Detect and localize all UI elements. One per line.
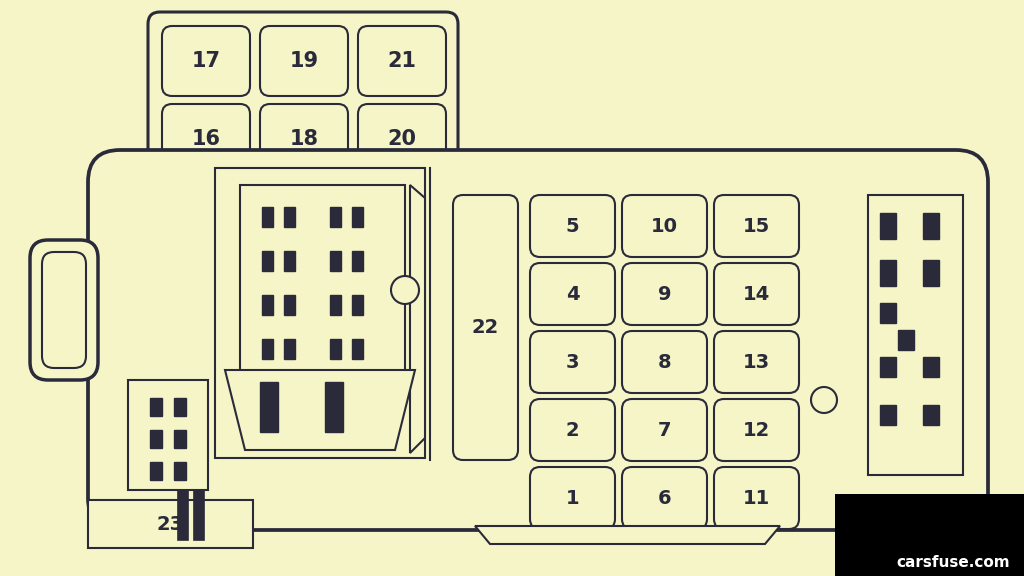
Text: 23: 23 xyxy=(157,514,184,533)
Text: 5: 5 xyxy=(565,217,580,236)
FancyBboxPatch shape xyxy=(714,195,799,257)
FancyBboxPatch shape xyxy=(622,467,707,529)
Bar xyxy=(150,430,162,448)
Polygon shape xyxy=(225,370,415,450)
Bar xyxy=(260,382,278,432)
Text: 12: 12 xyxy=(742,420,770,439)
Text: 3: 3 xyxy=(565,353,580,372)
FancyBboxPatch shape xyxy=(714,399,799,461)
FancyBboxPatch shape xyxy=(30,240,98,380)
FancyBboxPatch shape xyxy=(530,195,615,257)
Bar xyxy=(352,295,362,315)
Bar xyxy=(284,251,295,271)
Text: 22: 22 xyxy=(472,318,499,337)
Text: 17: 17 xyxy=(191,51,220,71)
FancyBboxPatch shape xyxy=(530,467,615,529)
Bar xyxy=(330,251,341,271)
Bar xyxy=(174,462,186,480)
Text: 10: 10 xyxy=(651,217,678,236)
Bar xyxy=(262,339,273,359)
Bar xyxy=(128,380,208,490)
Text: 20: 20 xyxy=(387,129,417,149)
Text: 18: 18 xyxy=(290,129,318,149)
Text: 4: 4 xyxy=(565,285,580,304)
FancyBboxPatch shape xyxy=(714,467,799,529)
Text: 13: 13 xyxy=(743,353,770,372)
Text: 14: 14 xyxy=(742,285,770,304)
Bar xyxy=(923,260,939,286)
Bar xyxy=(262,207,273,227)
FancyBboxPatch shape xyxy=(530,399,615,461)
Text: carsfuse.com: carsfuse.com xyxy=(896,555,1010,570)
Bar xyxy=(880,303,896,323)
Polygon shape xyxy=(410,185,425,453)
Bar xyxy=(174,398,186,416)
Bar xyxy=(898,330,914,350)
Bar xyxy=(330,339,341,359)
Text: 2: 2 xyxy=(565,420,580,439)
FancyBboxPatch shape xyxy=(162,26,250,96)
Bar xyxy=(215,168,425,458)
Bar xyxy=(923,357,939,377)
Circle shape xyxy=(391,276,419,304)
FancyBboxPatch shape xyxy=(260,104,348,174)
Text: 16: 16 xyxy=(191,129,220,149)
Bar xyxy=(923,213,939,239)
FancyBboxPatch shape xyxy=(260,26,348,96)
Bar xyxy=(352,339,362,359)
FancyBboxPatch shape xyxy=(358,26,446,96)
Bar xyxy=(240,185,406,385)
FancyBboxPatch shape xyxy=(714,263,799,325)
Text: 21: 21 xyxy=(387,51,417,71)
Bar xyxy=(330,295,341,315)
FancyBboxPatch shape xyxy=(453,195,518,460)
Bar xyxy=(868,195,963,475)
Bar xyxy=(880,213,896,239)
Bar xyxy=(150,462,162,480)
Bar xyxy=(352,251,362,271)
Bar xyxy=(150,398,162,416)
FancyBboxPatch shape xyxy=(530,331,615,393)
Bar xyxy=(262,251,273,271)
Bar xyxy=(194,490,204,540)
FancyBboxPatch shape xyxy=(622,399,707,461)
Bar xyxy=(880,357,896,377)
Bar xyxy=(923,405,939,425)
Text: 7: 7 xyxy=(657,420,672,439)
Text: 1: 1 xyxy=(565,488,580,507)
FancyBboxPatch shape xyxy=(622,195,707,257)
FancyBboxPatch shape xyxy=(530,263,615,325)
Text: 9: 9 xyxy=(657,285,672,304)
Bar xyxy=(352,207,362,227)
Polygon shape xyxy=(475,526,780,544)
Bar xyxy=(284,339,295,359)
FancyBboxPatch shape xyxy=(148,12,458,182)
FancyBboxPatch shape xyxy=(162,104,250,174)
Bar xyxy=(284,207,295,227)
Circle shape xyxy=(811,387,837,413)
Bar xyxy=(88,500,253,548)
Text: 8: 8 xyxy=(657,353,672,372)
FancyBboxPatch shape xyxy=(88,150,988,530)
FancyBboxPatch shape xyxy=(622,331,707,393)
FancyBboxPatch shape xyxy=(358,104,446,174)
Text: 6: 6 xyxy=(657,488,672,507)
Text: 11: 11 xyxy=(742,488,770,507)
Bar xyxy=(284,295,295,315)
FancyBboxPatch shape xyxy=(622,263,707,325)
Text: 15: 15 xyxy=(742,217,770,236)
Bar xyxy=(174,430,186,448)
Bar xyxy=(262,295,273,315)
Bar xyxy=(880,405,896,425)
Text: 19: 19 xyxy=(290,51,318,71)
FancyBboxPatch shape xyxy=(714,331,799,393)
Bar xyxy=(325,382,343,432)
FancyBboxPatch shape xyxy=(42,252,86,368)
Bar xyxy=(178,490,188,540)
Bar xyxy=(880,260,896,286)
Bar xyxy=(330,207,341,227)
